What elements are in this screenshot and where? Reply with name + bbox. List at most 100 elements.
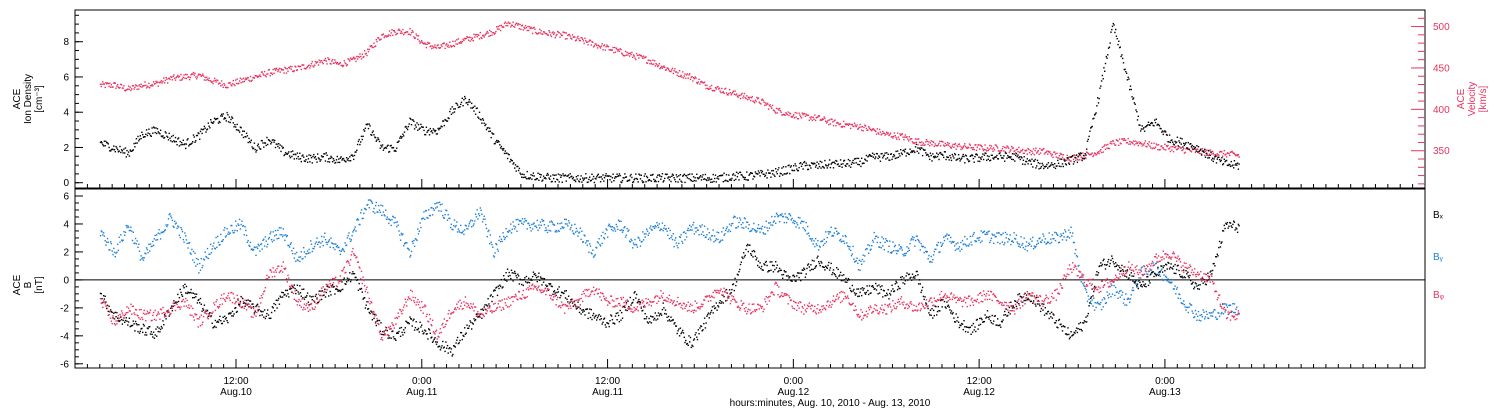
by-point [728,229,729,230]
ion-density-point [1138,116,1139,117]
ion-density-point [226,120,227,121]
velocity-point [1110,141,1111,142]
by-point [1013,232,1014,233]
velocity-point [1046,151,1047,152]
bx-point [566,290,567,291]
by-point [852,253,853,254]
by-point [1129,302,1130,303]
velocity-point [973,147,974,148]
velocity-point [614,47,615,48]
ion-density-point [1037,160,1038,161]
bx-point [301,289,302,290]
by-point [1221,313,1222,314]
ion-density-point [507,158,508,159]
ion-density-point [280,144,281,145]
ion-density-point [555,174,556,175]
by-point [514,228,515,229]
by-point [570,227,571,228]
velocity-point [175,79,176,80]
by-point [457,231,458,232]
bx-point [239,304,240,305]
bx-point [302,297,303,298]
by-series [100,199,1240,321]
ion-density-point [629,179,630,180]
velocity-point [1146,146,1147,147]
velocity-point [868,126,869,127]
ion-density-point [715,175,716,176]
ion-density-point [1187,148,1188,149]
velocity-point [979,148,980,149]
velocity-point [997,147,998,148]
ion-density-point [416,122,417,123]
velocity-point [1136,141,1137,142]
velocity-point [1128,144,1129,145]
by-point [414,246,415,247]
velocity-point [1055,153,1056,154]
by-point [174,221,175,222]
ion-density-point [853,163,854,164]
by-point [995,236,996,237]
ion-density-point [874,158,875,159]
bx-point [160,329,161,330]
ion-density-point [916,144,917,145]
ion-density-point [122,152,123,153]
by-point [680,237,681,238]
ion-density-point [345,161,346,162]
ion-density-point [577,175,578,176]
by-point [785,216,786,217]
bx-point [481,318,482,319]
bx-point [400,336,401,337]
velocity-point [217,80,218,81]
by-point [1135,283,1136,284]
ion-density-point [251,140,252,141]
bx-point [144,334,145,335]
velocity-point [1079,159,1080,160]
ion-density-point [834,163,835,164]
by-point [857,263,858,264]
ion-density-point [1213,161,1214,162]
bx-point [455,346,456,347]
by-point [1213,311,1214,312]
by-point [974,232,975,233]
by-point [456,221,457,222]
bx-point [345,284,346,285]
ion-density-point [514,167,515,168]
bx-point [178,301,179,302]
velocity-point [1063,154,1064,155]
ion-density-point [986,160,987,161]
velocity-point [1018,147,1019,148]
ion-density-point [951,160,952,161]
ion-density-point [777,169,778,170]
by-point [673,246,674,247]
ion-density-point [173,135,174,136]
ion-density-point [484,123,485,124]
ion-density-point [842,163,843,164]
velocity-point [548,34,549,35]
bx-point [381,334,382,335]
bx-point [506,280,507,281]
velocity-point [185,74,186,75]
by-point [669,238,670,239]
bx-point [129,318,130,319]
bx-point [113,313,114,314]
ion-density-point [874,154,875,155]
ion-density-point [281,146,282,147]
ion-density-point [1229,164,1230,165]
by-point [940,242,941,243]
bx-point [541,284,542,285]
by-point [668,228,669,229]
by-point [937,245,938,246]
ion-density-point [573,177,574,178]
velocity-point [655,65,656,66]
by-point [1021,245,1022,246]
ion-density-point [523,174,524,175]
velocity-point [552,31,553,32]
by-point [512,221,513,222]
ion-density-point [655,181,656,182]
velocity-point [953,147,954,148]
by-point [884,242,885,243]
ion-density-point [1100,85,1101,86]
velocity-point [1185,152,1186,153]
ion-density-point [898,157,899,158]
by-point [371,201,372,202]
